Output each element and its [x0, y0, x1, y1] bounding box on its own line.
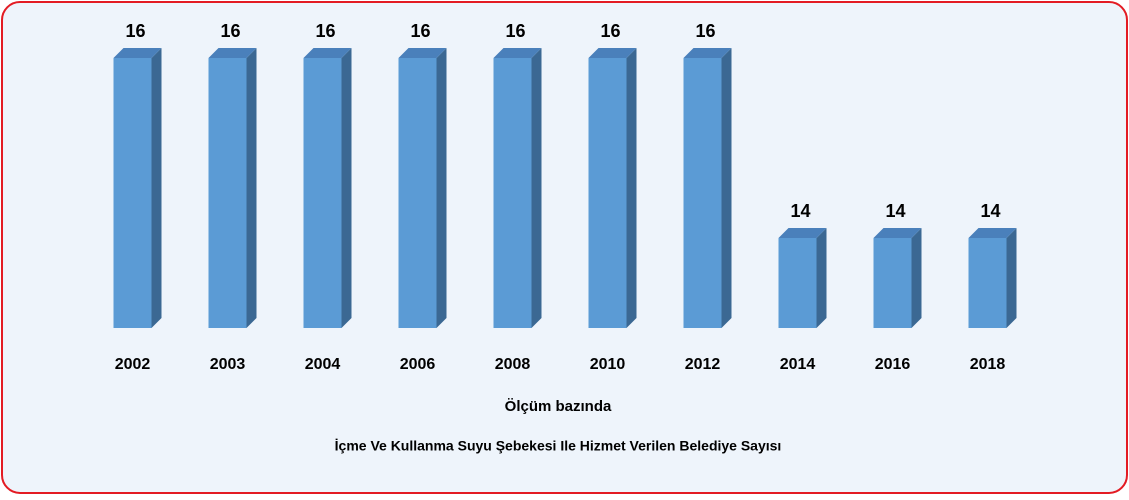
bar-top	[683, 48, 732, 58]
data-label: 14	[790, 201, 810, 221]
bar	[588, 58, 627, 328]
x-tick-label: 2018	[970, 356, 1006, 373]
bar	[398, 58, 437, 328]
bar-side	[246, 48, 257, 328]
x-tick-label: 2002	[115, 356, 151, 373]
x-tick-label: 2012	[685, 356, 721, 373]
bar-top	[303, 48, 352, 58]
bar	[683, 58, 722, 328]
bar-top	[208, 48, 257, 58]
data-label: 14	[885, 201, 905, 221]
bar-top	[968, 228, 1017, 238]
x-tick-label: 2008	[495, 356, 531, 373]
data-label: 16	[695, 21, 715, 41]
data-label: 16	[505, 21, 525, 41]
data-label: 16	[410, 21, 430, 41]
bar-side	[151, 48, 162, 328]
bar-top	[873, 228, 922, 238]
x-axis-label: Ölçüm bazında	[505, 398, 612, 415]
bar	[493, 58, 532, 328]
x-tick-label: 2003	[210, 356, 246, 373]
x-tick-label: 2004	[305, 356, 341, 373]
bar-top	[493, 48, 542, 58]
bar	[208, 58, 247, 328]
x-tick-label: 2016	[875, 356, 911, 373]
bar-top	[588, 48, 637, 58]
bar	[303, 58, 342, 328]
data-label: 16	[125, 21, 145, 41]
data-label: 16	[315, 21, 335, 41]
bar	[873, 238, 912, 328]
bar-side	[531, 48, 542, 328]
x-tick-label: 2010	[590, 356, 626, 373]
data-label: 16	[220, 21, 240, 41]
bar	[113, 58, 152, 328]
data-label: 16	[600, 21, 620, 41]
bar-side	[436, 48, 447, 328]
bar-top	[113, 48, 162, 58]
bar-side	[1006, 228, 1017, 328]
bar-side	[721, 48, 732, 328]
x-tick-label: 2014	[780, 356, 816, 373]
chart-title: İçme Ve Kullanma Suyu Şebekesi Ile Hizme…	[335, 438, 782, 454]
bar-top	[398, 48, 447, 58]
bar-side	[816, 228, 827, 328]
x-tick-label: 2006	[400, 356, 436, 373]
bar	[968, 238, 1007, 328]
bar-side	[626, 48, 637, 328]
data-label: 14	[980, 201, 1000, 221]
bar-top	[778, 228, 827, 238]
bar-side	[341, 48, 352, 328]
bar-side	[911, 228, 922, 328]
bar	[778, 238, 817, 328]
